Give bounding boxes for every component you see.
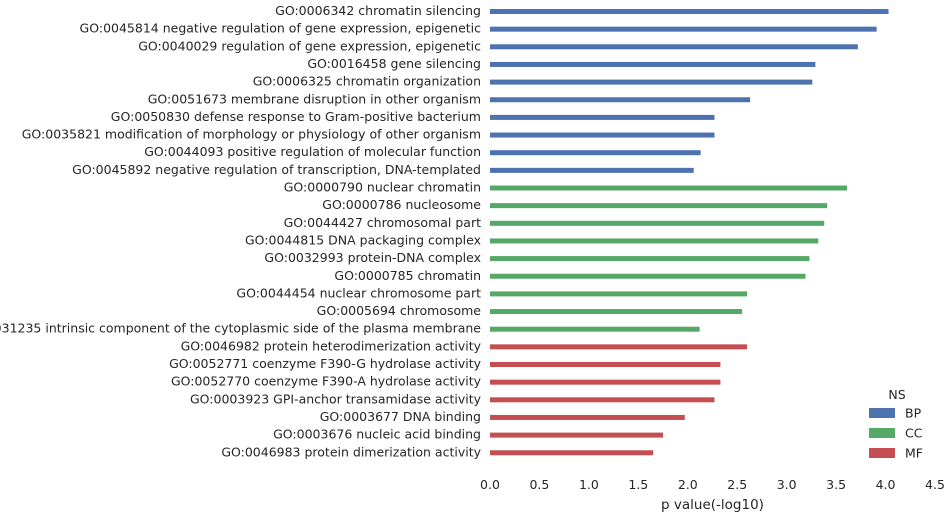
bar-14 (490, 238, 819, 244)
legend-swatch-cc (869, 428, 895, 438)
x-tick-label-8: 3.5 (826, 477, 846, 492)
bar-15 (490, 256, 810, 262)
bar-5 (490, 79, 813, 85)
category-label-9: GO:0044093 positive regulation of molecu… (144, 144, 481, 159)
x-axis-label: p value(-log10) (661, 497, 764, 513)
category-label-6: GO:0051673 membrane disruption in other … (148, 91, 481, 106)
category-label-16: GO:0000785 chromatin (334, 268, 481, 283)
x-tick-label-2: 0.5 (529, 477, 549, 492)
x-tick-label-4: 1.5 (628, 477, 648, 492)
bar-12 (490, 203, 828, 209)
x-tick-label-1: 0.0 (480, 477, 500, 492)
legend-title: NS (888, 387, 905, 402)
category-label-4: GO:0016458 gene silencing (307, 56, 481, 71)
bar-6 (490, 97, 751, 103)
category-label-2: GO:0045814 negative regulation of gene e… (80, 21, 482, 36)
bar-21 (490, 362, 721, 367)
x-tick-label-6: 2.5 (727, 477, 747, 492)
bar-22 (490, 379, 721, 385)
category-label-7: GO:0050830 defense response to Gram-posi… (111, 109, 481, 124)
x-tick-label-5: 2.0 (678, 477, 698, 492)
bar-19 (490, 326, 700, 332)
category-label-20: GO:0046982 protein heterodimerization ac… (181, 338, 482, 353)
category-labels-layer: GO:0006342 chromatin silencing GO:0045814… (0, 3, 482, 459)
x-tick-label-10: 4.5 (925, 477, 945, 492)
legend-label-mf: MF (905, 446, 923, 461)
category-label-1: GO:0006342 chromatin silencing (275, 3, 481, 18)
category-label-24: GO:0003677 DNA binding (320, 409, 481, 424)
bars-layer (490, 9, 889, 456)
bar-17 (490, 291, 748, 297)
legend-swatch-bp (869, 408, 895, 418)
bar-1 (490, 9, 889, 14)
category-label-11: GO:0000790 nuclear chromatin (284, 180, 481, 195)
category-label-15: GO:0032993 protein-DNA complex (264, 250, 481, 265)
bar-4 (490, 61, 816, 67)
bar-9 (490, 150, 701, 156)
bar-3 (490, 44, 858, 50)
bar-20 (490, 344, 748, 350)
bar-26 (490, 450, 654, 456)
legend: NS BP CC MF (869, 387, 923, 461)
legend-swatch-mf (869, 448, 895, 458)
category-label-17: GO:0044454 nuclear chromosome part (236, 285, 481, 300)
legend-label-cc: CC (905, 426, 923, 441)
category-label-8: GO:0035821 modification of morphology or… (22, 127, 481, 142)
x-tick-label-9: 4.0 (876, 477, 896, 492)
category-label-14: GO:0044815 DNA packaging complex (245, 232, 481, 247)
x-tick-label-3: 1.0 (579, 477, 599, 492)
category-label-18: GO:0005694 chromosome (317, 303, 482, 318)
bar-18 (490, 309, 743, 315)
bar-7 (490, 114, 715, 120)
x-axis-ticks-layer: 0.0 0.5 1.0 1.5 2.0 2.5 3.0 3.5 4.0 4.5 (480, 477, 945, 492)
category-label-23: GO:0003923 GPI-anchor transamidase activ… (190, 391, 482, 406)
bar-11 (490, 185, 847, 191)
category-label-5: GO:0006325 chromatin organization (253, 74, 481, 89)
bar-24 (490, 414, 685, 420)
category-label-22: GO:0052770 coenzyme F390-A hydrolase act… (171, 374, 482, 389)
category-label-21: GO:0052771 coenzyme F390-G hydrolase act… (169, 356, 482, 371)
bar-8 (490, 132, 715, 138)
bar-2 (490, 26, 877, 32)
bar-23 (490, 397, 715, 403)
category-label-13: GO:0044427 chromosomal part (284, 215, 481, 230)
bar-10 (490, 167, 694, 173)
legend-label-bp: BP (905, 406, 922, 421)
bar-25 (490, 432, 664, 438)
bar-13 (490, 220, 825, 226)
category-label-12: GO:0000786 nucleosome (322, 197, 481, 212)
x-tick-label-7: 3.0 (777, 477, 797, 492)
category-label-10: GO:0045892 negative regulation of transc… (72, 162, 481, 177)
category-label-3: GO:0040029 regulation of gene expression… (138, 38, 481, 53)
category-label-25: GO:0003676 nucleic acid binding (273, 427, 481, 442)
category-label-26: GO:0046983 protein dimerization activity (221, 444, 481, 459)
bar-16 (490, 273, 806, 279)
category-label-19: GO:0031235 intrinsic component of the cy… (0, 321, 481, 336)
